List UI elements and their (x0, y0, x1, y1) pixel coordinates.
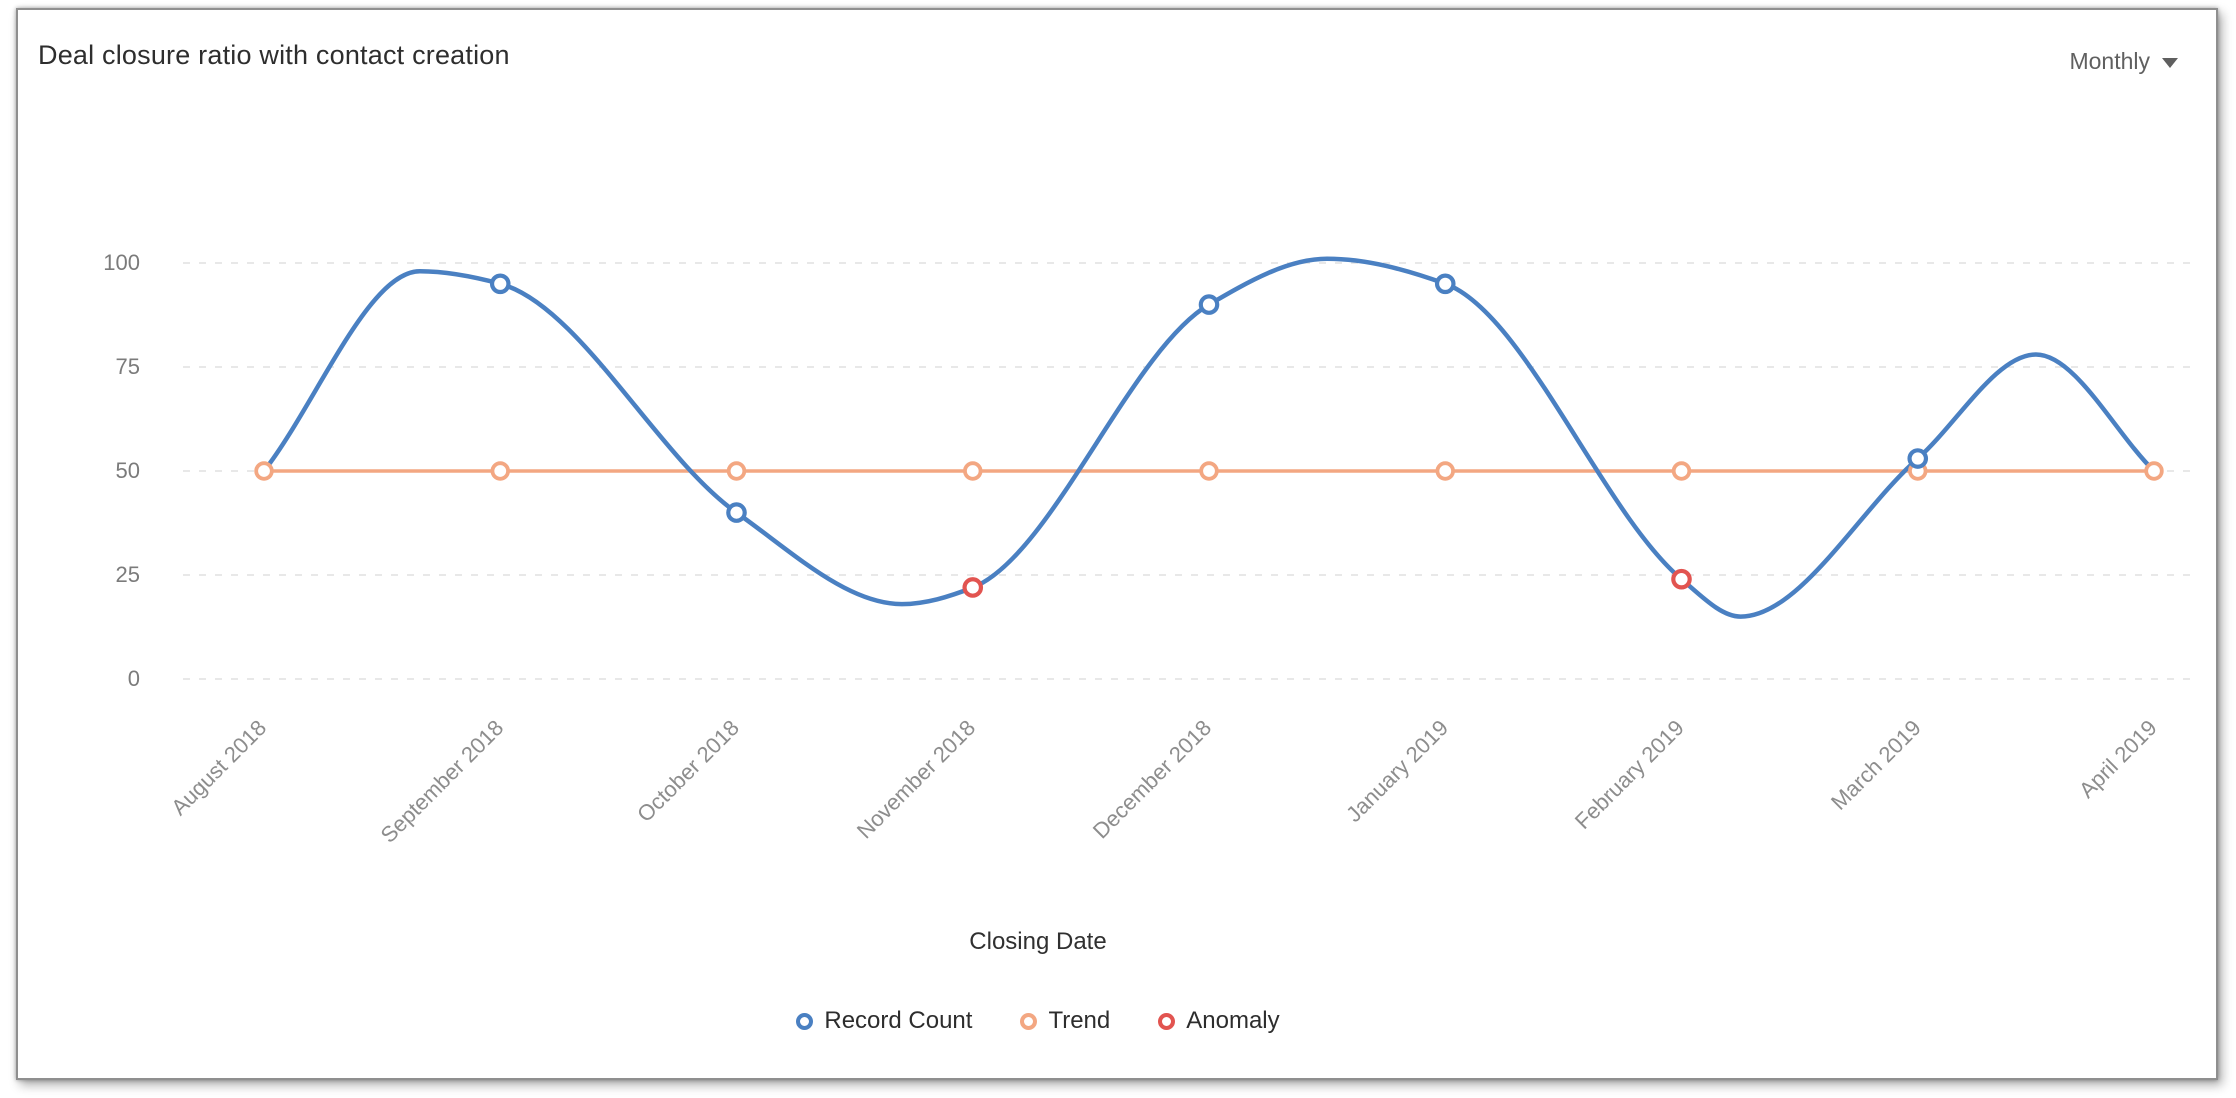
record-count-marker[interactable] (1198, 294, 1220, 315)
y-tick-label: 50 (115, 458, 140, 483)
legend-ring-icon (1020, 1012, 1038, 1030)
period-dropdown-label: Monthly (2069, 48, 2150, 74)
record-count-marker[interactable] (1907, 448, 1929, 469)
trend-marker[interactable] (490, 461, 510, 481)
record-count-marker[interactable] (489, 273, 511, 295)
line-chart-canvas (183, 256, 2190, 680)
legend-label: Anomaly (1186, 1007, 1280, 1034)
legend-item-anomaly[interactable]: Anomaly (1158, 1007, 1280, 1035)
x-axis-title: Closing Date (969, 928, 1107, 955)
legend-item-trend[interactable]: Trend (1020, 1007, 1110, 1035)
record-count-marker[interactable] (726, 502, 747, 523)
legend-item-record-count[interactable]: Record Count (796, 1007, 972, 1035)
trend-marker[interactable] (1671, 461, 1692, 481)
period-dropdown[interactable]: Monthly (2069, 48, 2178, 75)
record-count-marker[interactable] (1434, 273, 1456, 295)
y-tick-label: 75 (115, 354, 140, 379)
y-tick-label: 25 (115, 562, 140, 587)
chevron-down-icon (2162, 58, 2178, 68)
legend-ring-icon (796, 1012, 814, 1030)
trend-marker[interactable] (726, 461, 747, 481)
trend-marker[interactable] (2144, 461, 2164, 481)
legend-label: Record Count (824, 1007, 973, 1034)
record-count-line (261, 256, 2157, 619)
trend-marker[interactable] (1199, 461, 1219, 481)
trend-marker[interactable] (1435, 461, 1455, 481)
legend-ring-icon (1158, 1012, 1176, 1030)
chart-title: Deal closure ratio with contact creation (38, 40, 510, 70)
anomaly-marker[interactable] (962, 577, 984, 598)
y-tick-label: 100 (103, 250, 140, 275)
trend-marker[interactable] (963, 461, 983, 481)
chart-widget-panel: Deal closure ratio with contact creation… (16, 8, 2218, 1080)
trend-marker[interactable] (254, 461, 274, 481)
x-axis-title-row: Closing Date (18, 928, 2058, 956)
y-tick-label: 0 (127, 666, 140, 691)
anomaly-marker[interactable] (1671, 568, 1692, 590)
chart-legend: Record Count Trend Anomaly (18, 1007, 2058, 1035)
legend-label: Trend (1048, 1007, 1111, 1034)
